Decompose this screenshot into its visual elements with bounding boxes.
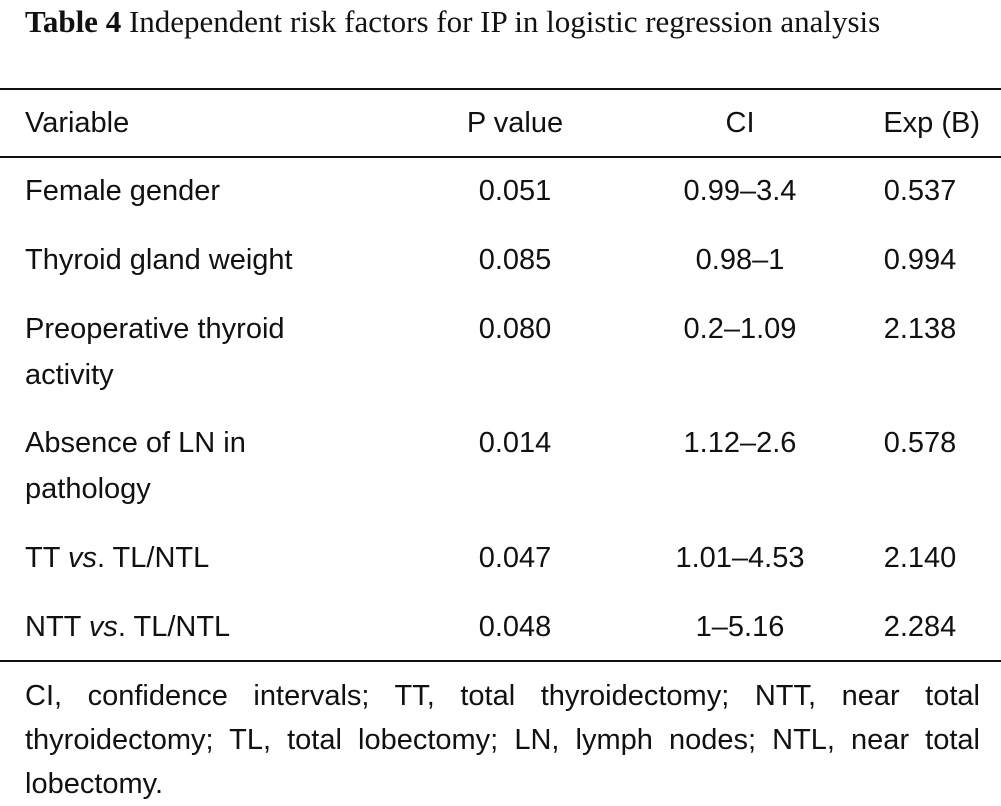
variable-italic: vs [67,542,97,574]
table-row-variable: Absence of LN in [25,427,246,459]
table-label: Table 4 [25,4,122,39]
table-row-variable: Thyroid gland weight [25,244,293,276]
table-row-variable: TT vs. TL/NTL [25,535,425,581]
variable-text: TT [25,542,68,574]
table-row-ci: 1.01–4.53 [675,542,805,574]
table-row-ci: 0.99–3.4 [683,175,797,207]
table-row-variable: Preoperative thyroid [25,313,285,345]
table-row-p-value: 0.014 [478,427,552,459]
table-header-rule [0,156,1001,158]
variable-text: . TL/NTL [96,542,210,574]
table-row-variable-cont: pathology [25,473,151,505]
table-row-ci: 0.98–1 [695,244,785,276]
table-row-exp-b: 0.537 [883,175,957,207]
table-row-ci: 1–5.16 [695,611,785,643]
table-row-p-value: 0.047 [478,542,552,574]
table-row-ci: 1.12–2.6 [683,427,797,459]
table-row-variable-cont: activity [25,359,114,391]
table-row-variable: NTT vs. TL/NTL [25,604,425,650]
table-row-p-value: 0.085 [478,244,552,276]
table-row-p-value: 0.051 [478,175,552,207]
table-row-p-value: 0.080 [478,313,552,345]
table-row-ci: 0.2–1.09 [683,313,797,345]
table-caption: Table 4 Independent risk factors for IP … [25,0,980,44]
header-ci: CI [725,107,755,139]
table-row-exp-b: 2.138 [883,313,957,345]
variable-text: NTT [25,611,89,643]
table-row-exp-b: 2.284 [883,611,957,643]
table-bottom-rule [0,660,1001,662]
variable-text: . TL/NTL [117,611,231,643]
variable-italic: vs [88,611,118,643]
header-exp-b: Exp (B) [883,107,980,139]
table-row-exp-b: 0.994 [883,244,957,276]
header-p-value: P value [466,107,564,139]
table-title: Independent risk factors for IP in logis… [128,4,881,39]
header-variable: Variable [25,107,130,139]
table-footnote: CI, confidence intervals; TT, total thyr… [25,680,980,800]
table-row-variable: Female gender [25,175,221,207]
table-row-p-value: 0.048 [478,611,552,643]
table-row-exp-b: 2.140 [883,542,957,574]
table-row-exp-b: 0.578 [883,427,957,459]
table-top-rule [0,88,1001,90]
